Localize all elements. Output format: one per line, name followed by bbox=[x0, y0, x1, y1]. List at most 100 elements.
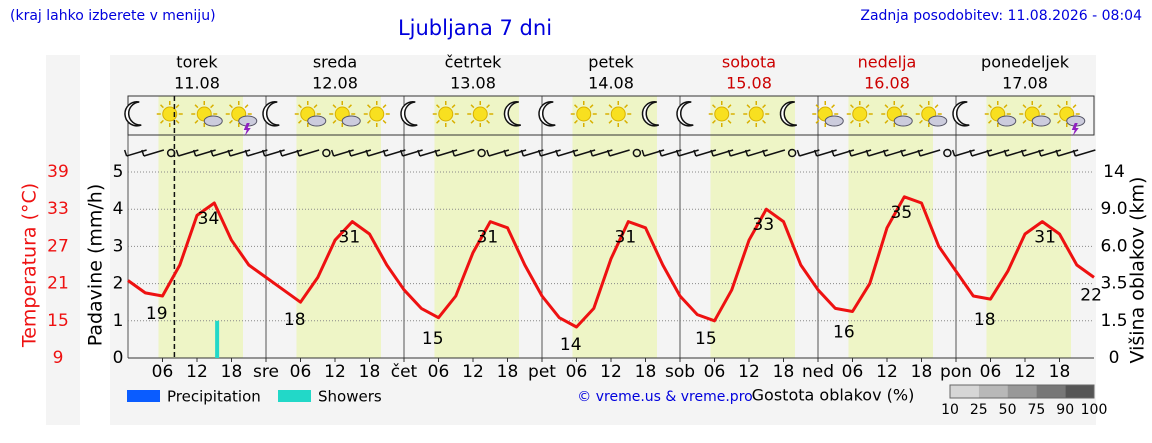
y-tick-label: 5 bbox=[113, 162, 124, 182]
precip-bar bbox=[215, 320, 220, 358]
y2-tick-label: 6.0 bbox=[1100, 236, 1127, 256]
wind-barb bbox=[486, 149, 510, 157]
cloud-scale-box bbox=[1065, 385, 1094, 398]
sun-ray bbox=[451, 104, 456, 109]
legend-swatch bbox=[278, 390, 311, 402]
day-date: 17.08 bbox=[1002, 74, 1048, 93]
cloud-icon bbox=[997, 115, 1017, 127]
cloud-scale-box bbox=[1036, 385, 1066, 398]
wind-calm bbox=[322, 148, 331, 158]
sun-ray bbox=[229, 119, 233, 124]
temp-tick-label: 9 bbox=[53, 348, 64, 368]
sun-ray bbox=[1022, 119, 1027, 124]
extreme-label: 15 bbox=[695, 329, 717, 349]
cloud-icon bbox=[341, 115, 361, 127]
sun-icon bbox=[438, 106, 454, 122]
wind-barb bbox=[227, 149, 251, 157]
x-tick-label: pon bbox=[940, 362, 972, 382]
x-tick-label: sre bbox=[253, 362, 279, 382]
sun-ray bbox=[194, 104, 199, 109]
day-date: 13.08 bbox=[450, 74, 496, 93]
sun-ray bbox=[919, 104, 923, 109]
daylight-band bbox=[158, 96, 243, 358]
x-tick-label: 12 bbox=[876, 362, 898, 382]
title: Ljubljana 7 dni bbox=[398, 16, 552, 40]
wind-barb bbox=[589, 149, 613, 157]
wind-barb bbox=[1055, 149, 1079, 157]
extreme-label: 15 bbox=[422, 329, 444, 349]
moon-icon bbox=[676, 101, 694, 127]
cloud-scale-title: Gostota oblakov (%) bbox=[752, 386, 915, 405]
y-tick-label: 2 bbox=[113, 274, 124, 294]
day-date: 11.08 bbox=[174, 74, 220, 93]
sun-ray bbox=[382, 119, 387, 124]
x-tick-label: sob bbox=[665, 362, 695, 382]
cloud-scale-box bbox=[950, 385, 979, 398]
wind-barb bbox=[762, 149, 786, 157]
wind-barb bbox=[210, 149, 234, 157]
sun-icon bbox=[852, 106, 868, 122]
temp-tick-label: 21 bbox=[47, 274, 69, 294]
cloud-scale-label: 10 bbox=[941, 402, 959, 418]
wind-barb bbox=[1038, 149, 1062, 157]
cloud-scale-label: 100 bbox=[1081, 402, 1108, 418]
sun-icon bbox=[748, 106, 764, 122]
sun-ray bbox=[332, 119, 337, 124]
sun-ray bbox=[815, 119, 820, 124]
cloud-icon bbox=[1031, 115, 1051, 127]
cloud-scale-label: 75 bbox=[1027, 402, 1045, 418]
cloud-scale-label: 90 bbox=[1056, 402, 1074, 418]
wind-calm bbox=[787, 148, 797, 158]
wind-barb bbox=[382, 149, 406, 157]
wind-barb bbox=[1020, 149, 1044, 157]
sun-ray bbox=[486, 104, 490, 109]
legend-label: Showers bbox=[318, 388, 382, 406]
x-tick-label: pet bbox=[528, 362, 556, 382]
wind-barb bbox=[537, 149, 561, 157]
moon-icon bbox=[641, 101, 660, 127]
wind-barb bbox=[296, 149, 320, 157]
y2-tick-label: 9.0 bbox=[1100, 199, 1127, 219]
wind-barb bbox=[348, 149, 372, 157]
sun-ray bbox=[1022, 104, 1027, 109]
sun-ray bbox=[608, 104, 613, 109]
x-tick-label: 18 bbox=[497, 362, 519, 382]
bolt-icon bbox=[243, 123, 251, 136]
sun-ray bbox=[160, 104, 164, 109]
wind-barb bbox=[986, 149, 1010, 157]
x-tick-label: čet bbox=[391, 362, 418, 382]
sun-ray bbox=[1038, 104, 1042, 109]
wind-barb bbox=[141, 149, 165, 157]
x-tick-label: 12 bbox=[738, 362, 760, 382]
wind-barb bbox=[451, 149, 475, 157]
moon-icon bbox=[503, 101, 522, 127]
sun-ray bbox=[988, 104, 992, 109]
sun-ray bbox=[608, 119, 613, 124]
wind-barb bbox=[417, 149, 441, 157]
sun-ray bbox=[884, 119, 889, 124]
wind-barb bbox=[951, 149, 975, 157]
sun-ray bbox=[589, 104, 594, 109]
sun-ray bbox=[815, 104, 820, 109]
sun-ray bbox=[746, 104, 751, 109]
sun-ray bbox=[884, 104, 889, 109]
sun-ray bbox=[451, 119, 456, 124]
sun-ray bbox=[1057, 104, 1061, 109]
x-tick-label: 12 bbox=[324, 362, 346, 382]
wind-barb bbox=[279, 149, 303, 157]
wind-barb bbox=[175, 149, 199, 157]
sun-ray bbox=[865, 119, 870, 124]
sun-ray bbox=[574, 104, 578, 109]
wind-barb bbox=[917, 149, 941, 157]
wind-barb bbox=[520, 149, 544, 157]
moon-icon bbox=[779, 101, 798, 127]
day-date: 14.08 bbox=[588, 74, 634, 93]
x-tick-label: 06 bbox=[428, 362, 450, 382]
cloud-scale-box bbox=[978, 385, 1008, 398]
sun-ray bbox=[298, 119, 302, 124]
cloud-icon bbox=[893, 115, 913, 127]
moon-icon bbox=[538, 101, 556, 127]
wind-barb bbox=[693, 149, 717, 157]
sun-ray bbox=[712, 119, 716, 124]
y2-axis-label: Višina oblakov (km) bbox=[1127, 177, 1149, 364]
